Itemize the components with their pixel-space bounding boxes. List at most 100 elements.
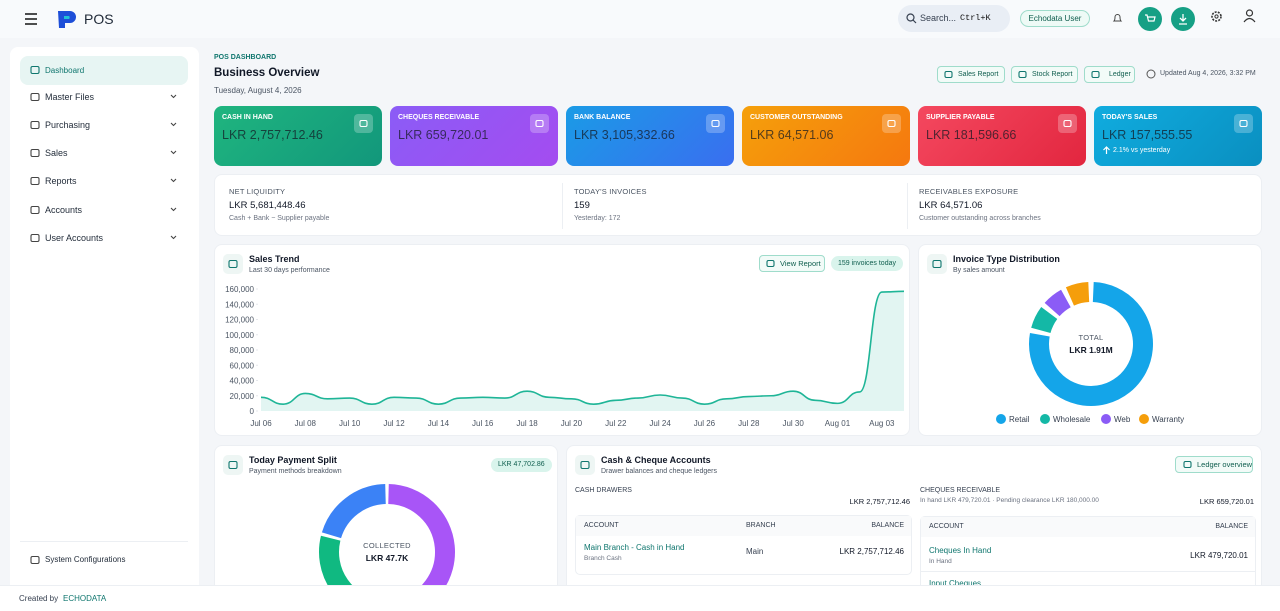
page-title: Business Overview <box>214 67 320 79</box>
icon <box>535 119 544 128</box>
account-name[interactable]: Input Cheques <box>929 579 982 588</box>
icon <box>30 92 40 102</box>
summary-note: Customer outstanding across branches <box>919 215 1041 222</box>
nav-label: Master Files <box>45 92 95 102</box>
view-report-button[interactable]: View Report <box>759 255 825 272</box>
graphic <box>58 11 76 28</box>
graphic: 0 20,000 40,000 60,000 80,000 100,000 120,000 1… <box>225 285 905 428</box>
card-icon <box>575 455 595 475</box>
icon <box>944 70 953 79</box>
donut-segment <box>1044 289 1072 317</box>
card-subtitle: By sales amount <box>953 267 1005 274</box>
graphic <box>1018 70 1027 79</box>
donut-center-label: TOTAL <box>1079 333 1104 342</box>
cart-button[interactable] <box>1138 7 1162 31</box>
user-icon <box>1245 9 1254 17</box>
download-button[interactable] <box>1171 7 1195 31</box>
donut-center-value: LKR 47.7K <box>366 553 409 563</box>
nav-item[interactable]: Purchasing <box>20 111 188 140</box>
icon <box>30 176 40 186</box>
nav-item[interactable]: Accounts <box>20 196 188 225</box>
graphic <box>1112 14 1123 22</box>
kpi-note: 2.1% vs yesterday <box>1113 147 1171 154</box>
graphic <box>170 94 177 99</box>
header-button[interactable]: Sales Report <box>937 66 1005 83</box>
kpi-label: CHEQUES RECEIVABLE <box>398 114 480 121</box>
account-sub: Branch Cash <box>584 555 622 562</box>
x-tick-label: Jul 14 <box>428 419 450 428</box>
icon <box>228 259 238 269</box>
graphic <box>30 233 40 243</box>
payment-split-card: Today Payment Split Payment methods break… <box>214 445 558 595</box>
search-placeholder: Search... <box>920 13 957 23</box>
graphic <box>1243 9 1256 23</box>
x-tick-label: Jul 22 <box>605 419 627 428</box>
graphic <box>1103 146 1110 154</box>
graphic <box>30 555 40 565</box>
chevron <box>170 178 177 183</box>
nav-label: Dashboard <box>45 66 85 75</box>
kpi-icon <box>1234 114 1253 133</box>
icon <box>30 65 40 75</box>
y-tick-label: 20,000 <box>230 392 255 401</box>
y-tick-label: 160,000 <box>225 285 254 294</box>
top-bar: POS Search... Ctrl+K Echodata User <box>0 0 1280 38</box>
kpi-icon <box>530 114 549 133</box>
nav-label: Accounts <box>45 205 83 215</box>
column-header: BRANCH <box>746 522 776 529</box>
graphic <box>932 259 942 269</box>
donut-segment <box>1065 282 1090 306</box>
nav-item[interactable]: Sales <box>20 139 188 168</box>
user-chip[interactable]: Echodata User <box>1020 10 1090 27</box>
row-divider <box>921 571 1255 572</box>
legend-label: Web <box>1114 415 1131 424</box>
trend-arrow <box>1103 146 1110 154</box>
updated-at: Updated Aug 4, 2026, 3:32 PM <box>1160 70 1256 77</box>
donut-segment <box>1031 307 1058 334</box>
icon <box>228 460 238 470</box>
x-tick-label: Jul 18 <box>516 419 538 428</box>
icon <box>30 148 40 158</box>
nav-item[interactable]: User Accounts <box>20 224 188 253</box>
graphic <box>1239 119 1248 128</box>
y-tick-label: 80,000 <box>230 346 255 355</box>
header-button[interactable]: Ledger <box>1084 66 1135 83</box>
graphic <box>711 119 720 128</box>
graphic <box>359 119 368 128</box>
search-box[interactable]: Search... Ctrl+K <box>898 5 1010 32</box>
nav-item[interactable]: System Configurations <box>20 547 188 573</box>
settings-icon <box>1211 11 1222 22</box>
search-shortcut: Ctrl+K <box>960 13 991 23</box>
donut-segment <box>1029 282 1153 406</box>
header-button[interactable]: Stock Report <box>1011 66 1078 83</box>
nav-label: System Configurations <box>45 555 126 564</box>
graphic <box>170 207 177 212</box>
kpi-value: LKR 659,720.01 <box>398 128 489 142</box>
logo <box>64 16 70 19</box>
card-icon <box>223 455 243 475</box>
legend-swatch <box>1101 414 1111 424</box>
nav-item[interactable]: Dashboard <box>20 56 188 85</box>
account-name[interactable]: Cheques In Hand <box>929 546 992 555</box>
graphic <box>1179 14 1187 25</box>
graphic <box>1146 69 1156 79</box>
kpi-icon <box>882 114 901 133</box>
x-tick-label: Jul 20 <box>561 419 583 428</box>
x-tick-label: Jul 12 <box>383 419 405 428</box>
ledger-overview-button[interactable]: Ledger overview <box>1175 456 1253 473</box>
legend-label: Retail <box>1009 415 1030 424</box>
nav-item[interactable]: Reports <box>20 167 188 196</box>
x-tick-label: Jul 08 <box>295 419 317 428</box>
y-tick-label: 140,000 <box>225 300 254 309</box>
summary-note: Yesterday: 172 <box>574 215 621 222</box>
nav-item[interactable]: Master Files <box>20 83 188 112</box>
kpi-value: LKR 2,757,712.46 <box>222 128 323 142</box>
graphic <box>170 178 177 183</box>
account-name[interactable]: Main Branch - Cash in Hand <box>584 543 685 552</box>
graphic <box>1063 119 1072 128</box>
divider <box>907 183 908 229</box>
cheque-table: ACCOUNT BALANCE Cheques In Hand In Hand LKR … <box>920 516 1256 594</box>
graphic <box>30 120 40 130</box>
icon <box>766 259 775 268</box>
